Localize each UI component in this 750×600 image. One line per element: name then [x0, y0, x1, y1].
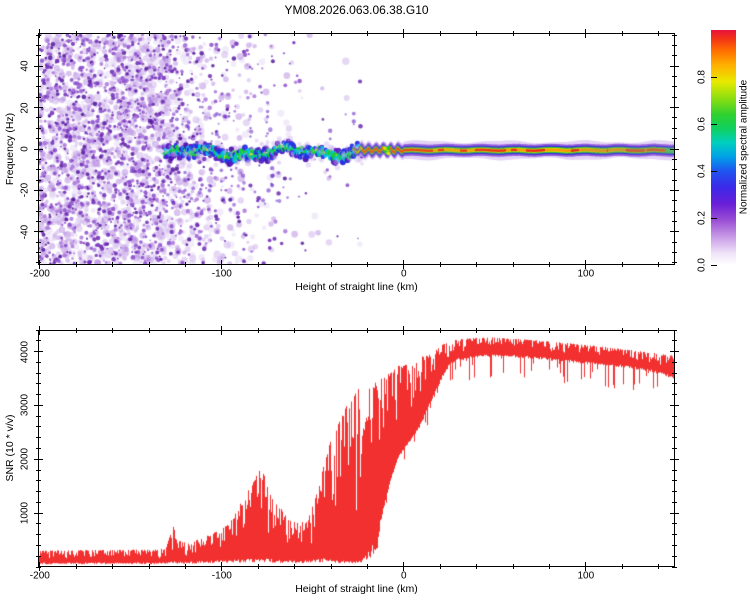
snr-plot: [39, 331, 674, 566]
colorbar-tick-label: 0.6: [696, 117, 708, 131]
spectrogram-plot: [39, 34, 674, 264]
x-tick-label: -100: [211, 570, 232, 582]
y-tick-label: 1000: [19, 502, 31, 525]
x-tick-label: 100: [577, 570, 595, 582]
top-x-axis-title: Height of straight line (km): [295, 281, 418, 293]
x-tick-label: -100: [211, 268, 232, 280]
y-tick-label: 40: [19, 60, 31, 72]
colorbar-tick-label: 0.4: [696, 164, 708, 178]
x-tick-label: 0: [401, 570, 407, 582]
top-y-axis-title: Frequency (Hz): [4, 112, 16, 186]
y-tick-label: 0: [19, 146, 31, 152]
bottom-x-axis-title: Height of straight line (km): [295, 583, 418, 595]
snr-panel: [38, 330, 675, 567]
colorbar: [711, 30, 736, 265]
x-tick-label: 0: [401, 268, 407, 280]
y-tick-label: -20: [19, 183, 31, 198]
y-tick-label: -40: [19, 224, 31, 240]
colorbar-tick-label: 0.8: [696, 70, 708, 84]
bottom-y-axis-title: SNR (10 * v/v): [4, 414, 16, 482]
figure-title: YM08.2026.063.06.38.G10: [284, 3, 429, 17]
y-tick-label: 3000: [19, 394, 31, 417]
x-tick-label: -200: [29, 268, 50, 280]
y-tick-label: 4000: [19, 340, 31, 363]
y-tick-label: 20: [19, 102, 31, 114]
colorbar-title: Normalized spectral amplitude: [738, 79, 750, 215]
y-tick-label: 2000: [19, 448, 31, 471]
colorbar-tick-label: 0.2: [696, 211, 708, 225]
x-tick-label: -200: [29, 570, 50, 582]
spectrogram-panel: [38, 33, 675, 265]
colorbar-tick-label: 0.0: [696, 258, 708, 272]
x-tick-label: 100: [577, 268, 595, 280]
